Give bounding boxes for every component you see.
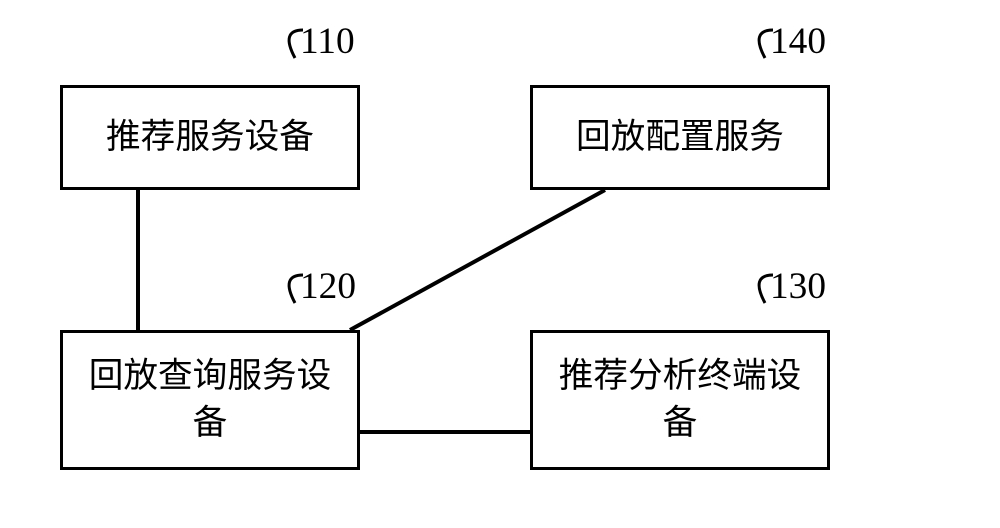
node-110: 推荐服务设备 (60, 85, 360, 190)
ref-120: 120 (300, 265, 356, 308)
node-130: 推荐分析终端设 备 (530, 330, 830, 470)
ref-140: 140 (770, 20, 826, 63)
ref-130: 130 (770, 265, 826, 308)
node-140: 回放配置服务 (530, 85, 830, 190)
node-120-label: 回放查询服务设 备 (89, 353, 332, 447)
node-130-label: 推荐分析终端设 备 (559, 353, 802, 447)
node-140-label: 回放配置服务 (576, 114, 784, 161)
node-110-label: 推荐服务设备 (106, 114, 314, 161)
node-120: 回放查询服务设 备 (60, 330, 360, 470)
ref-110: 110 (300, 20, 355, 63)
